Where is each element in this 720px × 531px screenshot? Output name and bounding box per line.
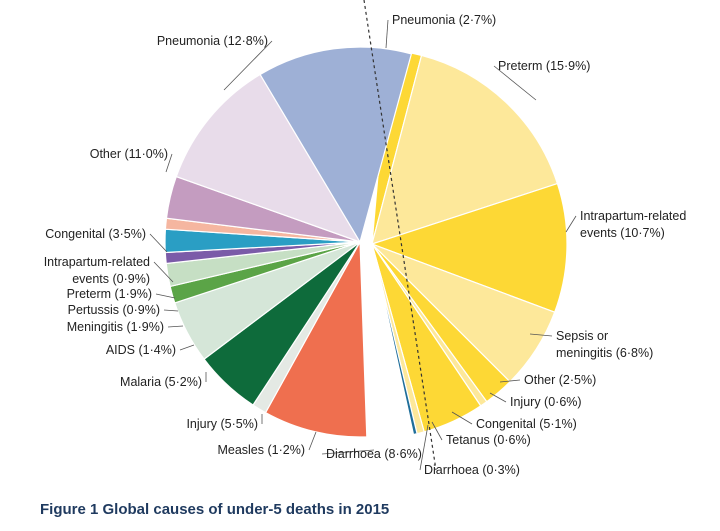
slice-label-injury-5-5: Injury (5·5%): [186, 417, 258, 431]
slice-label-malaria-5-2: Malaria (5·2%): [120, 375, 202, 389]
slice-label-intrapartum-related-events-10-7: Intrapartum-related events (10·7%): [580, 209, 686, 240]
figure-caption: Figure 1 Global causes of under-5 deaths…: [40, 501, 390, 518]
label-leader-line: [431, 421, 443, 441]
label-leader-line: [499, 379, 521, 383]
slice-label-injury-0-6: Injury (0·6%): [510, 395, 582, 409]
slice-label-meningitis-1-9: Meningitis (1·9%): [67, 320, 164, 334]
pie-slice-diarrhoea-0-3: [371, 243, 418, 436]
label-leader-line: [155, 293, 176, 299]
slice-label-diarrhoea-0-3: Diarrhoea (0·3%): [424, 463, 520, 477]
group-divider-line: [363, 0, 437, 471]
slice-label-pertussis-0-9: Pertussis (0·9%): [68, 303, 160, 317]
label-leader-line: [565, 215, 577, 233]
label-leader-line: [451, 411, 473, 425]
pie-slice-other-11-0: [175, 73, 362, 244]
label-leader-line: [308, 431, 317, 451]
slice-label-other-2-5: Other (2·5%): [524, 373, 596, 387]
pie-slice-pneumonia-12-8: [259, 46, 413, 244]
pie-slice-preterm-15-9: [371, 54, 559, 245]
slice-label-preterm-15-9: Preterm (15·9%): [498, 59, 590, 73]
label-leader-line: [165, 153, 173, 173]
label-leader-line: [419, 424, 429, 471]
pie-chart: Pneumonia (2·7%) Preterm (15·9%) Intrapart…: [44, 0, 687, 477]
slice-label-pneumonia-2-7: Pneumonia (2·7%): [392, 13, 496, 27]
label-leader-line: [179, 344, 195, 351]
slice-label-other-11-0: Other (11·0%): [90, 147, 168, 161]
label-leader-line: [385, 19, 389, 49]
label-leader-line: [163, 309, 179, 312]
label-leader-line: [321, 449, 375, 455]
slice-label-measles-1-2: Measles (1·2%): [217, 443, 305, 457]
slice-label-intrapartum-related-events-0-9: Intrapartum-related events (0·9%): [44, 255, 150, 286]
label-leader-line: [529, 333, 553, 337]
slice-label-preterm-1-9: Preterm (1·9%): [67, 287, 152, 301]
label-leader-line: [153, 261, 174, 283]
pie-slices: [164, 46, 568, 438]
slice-label-diarrhoea-8-6: Diarrhoea (8·6%): [326, 447, 422, 461]
pie-slice-intrapartum-related-events-10-7: [370, 182, 568, 314]
label-leader-line: [167, 325, 184, 328]
label-leader-line: [223, 40, 273, 91]
slice-label-pneumonia-12-8: Pneumonia (12·8%): [157, 34, 268, 48]
pie-slice-diarrhoea-8-6: [264, 239, 368, 438]
slice-label-congenital-3-5: Congenital (3·5%): [45, 227, 146, 241]
slice-label-tetanus-0-6: Tetanus (0·6%): [446, 433, 531, 447]
label-leader-line: [149, 233, 168, 253]
slice-label-congenital-5-1: Congenital (5·1%): [476, 417, 577, 431]
label-leader-line: [489, 392, 507, 403]
slice-label-aids-1-4: AIDS (1·4%): [106, 343, 176, 357]
label-leader-line: [493, 65, 537, 101]
slice-labels: Pneumonia (2·7%) Preterm (15·9%) Intrapart…: [44, 13, 687, 477]
slice-label-sepsis-or-meningitis-6-8: Sepsis or meningitis (6·8%): [556, 329, 653, 360]
